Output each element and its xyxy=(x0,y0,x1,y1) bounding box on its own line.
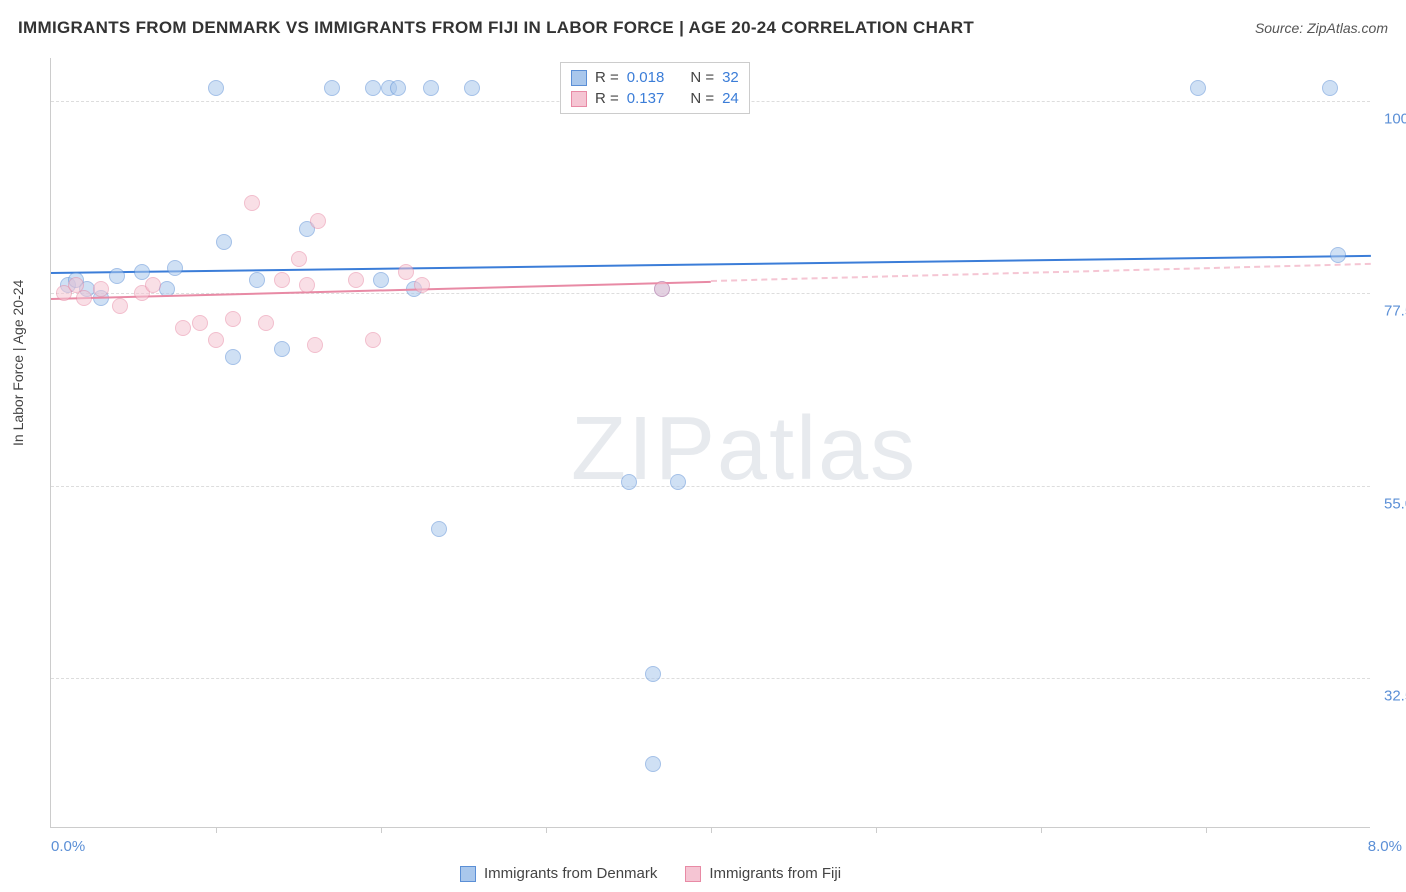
trend-line xyxy=(51,255,1371,274)
legend-item: Immigrants from Denmark xyxy=(460,865,657,882)
n-value: 32 xyxy=(722,69,739,86)
legend-swatch xyxy=(571,70,587,86)
data-point xyxy=(249,272,265,288)
r-value: 0.137 xyxy=(627,90,665,107)
x-tick xyxy=(711,827,712,833)
data-point xyxy=(208,80,224,96)
data-point xyxy=(423,80,439,96)
data-point xyxy=(621,474,637,490)
n-label: N = xyxy=(690,69,714,86)
y-tick-label: 77.5% xyxy=(1376,303,1406,320)
data-point xyxy=(112,298,128,314)
x-label-max: 8.0% xyxy=(1368,838,1402,855)
data-point xyxy=(365,80,381,96)
x-tick xyxy=(381,827,382,833)
data-point xyxy=(324,80,340,96)
r-value: 0.018 xyxy=(627,69,665,86)
y-tick-label: 55.0% xyxy=(1376,495,1406,512)
x-tick xyxy=(1206,827,1207,833)
y-axis-label: In Labor Force | Age 20-24 xyxy=(10,280,26,446)
data-point xyxy=(654,281,670,297)
data-point xyxy=(645,756,661,772)
r-label: R = xyxy=(595,69,619,86)
plot-area: ZIPatlas 100.0%77.5%55.0%32.5%0.0%8.0% xyxy=(50,58,1370,828)
data-point xyxy=(216,234,232,250)
data-point xyxy=(299,277,315,293)
data-point xyxy=(109,268,125,284)
data-point xyxy=(373,272,389,288)
x-tick xyxy=(1041,827,1042,833)
data-point xyxy=(1322,80,1338,96)
stats-row: R = 0.018 N = 32 xyxy=(571,67,739,88)
data-point xyxy=(1330,247,1346,263)
legend-label: Immigrants from Denmark xyxy=(484,865,657,882)
y-tick-label: 100.0% xyxy=(1376,110,1406,127)
source-label: Source: ZipAtlas.com xyxy=(1255,20,1388,36)
n-value: 24 xyxy=(722,90,739,107)
x-label-min: 0.0% xyxy=(51,838,85,855)
data-point xyxy=(225,311,241,327)
data-point xyxy=(365,332,381,348)
data-point xyxy=(414,277,430,293)
data-point xyxy=(348,272,364,288)
legend-swatch xyxy=(460,866,476,882)
data-point xyxy=(390,80,406,96)
data-point xyxy=(225,349,241,365)
data-point xyxy=(398,264,414,280)
stats-legend: R = 0.018 N = 32 R = 0.137 N = 24 xyxy=(560,62,750,114)
chart-title: IMMIGRANTS FROM DENMARK VS IMMIGRANTS FR… xyxy=(18,18,974,38)
data-point xyxy=(145,277,161,293)
n-label: N = xyxy=(690,90,714,107)
data-point xyxy=(274,272,290,288)
y-tick-label: 32.5% xyxy=(1376,688,1406,705)
data-point xyxy=(192,315,208,331)
data-point xyxy=(670,474,686,490)
legend-label: Immigrants from Fiji xyxy=(709,865,841,882)
data-point xyxy=(208,332,224,348)
x-tick xyxy=(546,827,547,833)
data-point xyxy=(291,251,307,267)
data-point xyxy=(167,260,183,276)
gridline xyxy=(51,678,1370,679)
data-point xyxy=(464,80,480,96)
data-point xyxy=(274,341,290,357)
data-point xyxy=(76,290,92,306)
x-tick xyxy=(876,827,877,833)
legend-item: Immigrants from Fiji xyxy=(685,865,841,882)
trend-line xyxy=(711,263,1371,282)
data-point xyxy=(310,213,326,229)
stats-row: R = 0.137 N = 24 xyxy=(571,88,739,109)
data-point xyxy=(431,521,447,537)
legend-swatch xyxy=(685,866,701,882)
data-point xyxy=(307,337,323,353)
data-point xyxy=(258,315,274,331)
data-point xyxy=(93,281,109,297)
r-label: R = xyxy=(595,90,619,107)
legend-swatch xyxy=(571,91,587,107)
series-legend: Immigrants from Denmark Immigrants from F… xyxy=(460,865,841,882)
x-tick xyxy=(216,827,217,833)
data-point xyxy=(175,320,191,336)
data-point xyxy=(244,195,260,211)
gridline xyxy=(51,486,1370,487)
data-point xyxy=(645,666,661,682)
data-point xyxy=(1190,80,1206,96)
